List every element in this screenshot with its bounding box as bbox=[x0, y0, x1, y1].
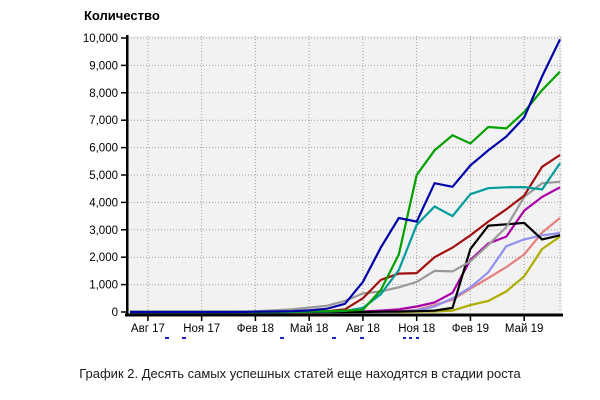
legend-cutoff-fragment bbox=[409, 337, 412, 339]
y-tick-label: 6,000 bbox=[89, 143, 118, 155]
x-axis bbox=[125, 313, 563, 317]
y-tick-label: 10,000 bbox=[83, 33, 118, 45]
legend-cutoff-fragment bbox=[332, 337, 336, 339]
x-tick-label: Май 18 bbox=[290, 323, 329, 335]
y-tick-label: 2,000 bbox=[89, 252, 118, 264]
cropped-legend-strip bbox=[0, 336, 600, 341]
y-axis bbox=[126, 35, 129, 315]
x-tick-label: Май 19 bbox=[505, 323, 544, 335]
x-tick-label: Ноя 18 bbox=[398, 323, 435, 335]
x-tick-label: Фев 19 bbox=[452, 323, 489, 335]
y-tick-label: 9,000 bbox=[89, 60, 118, 72]
line-chart: 0 1,000 2,000 3,000 4,000 5,000 6,000 7,000 8,00… bbox=[83, 33, 563, 335]
legend-cutoff-fragment bbox=[165, 337, 169, 339]
x-tick-label: Авг 17 bbox=[131, 323, 165, 335]
legend-cutoff-fragment bbox=[182, 337, 186, 339]
x-tick-label: Фев 18 bbox=[237, 323, 274, 335]
figure-caption: График 2. Десять самых успешных статей е… bbox=[79, 366, 521, 381]
x-tick-label: Авг 18 bbox=[346, 323, 380, 335]
legend-cutoff-fragment bbox=[403, 337, 406, 339]
y-tick-label: 5,000 bbox=[89, 170, 118, 182]
chart-title: Количество bbox=[84, 8, 160, 23]
y-tick-label: 1,000 bbox=[89, 280, 118, 292]
y-tick-label: 8,000 bbox=[89, 88, 118, 100]
y-tick-label: 0 bbox=[112, 307, 118, 319]
legend-cutoff-fragment bbox=[280, 337, 284, 339]
legend-cutoff-fragment bbox=[416, 337, 419, 339]
y-tick-label: 3,000 bbox=[89, 225, 118, 237]
y-tick-label: 4,000 bbox=[89, 197, 118, 209]
x-tick-label: Ноя 17 bbox=[183, 323, 220, 335]
y-tick-label: 7,000 bbox=[89, 115, 118, 127]
series-line-navy bbox=[130, 38, 561, 314]
legend-cutoff-fragment bbox=[360, 337, 364, 339]
